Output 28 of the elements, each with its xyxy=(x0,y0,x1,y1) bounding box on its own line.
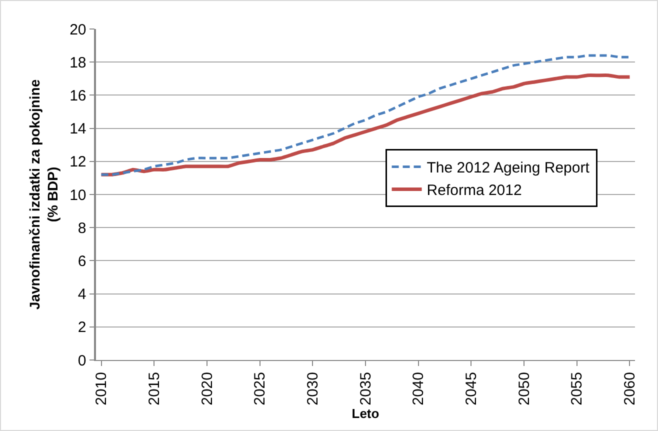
y-tick-label: 10 xyxy=(70,186,86,204)
y-tick-label: 12 xyxy=(70,154,86,171)
legend-label: Reforma 2012 xyxy=(426,182,522,200)
y-tick-label: 8 xyxy=(78,220,86,237)
y-tick-label: 18 xyxy=(70,54,86,72)
legend-label: The 2012 Ageing Report xyxy=(426,160,590,177)
x-tick-label: 2045 xyxy=(463,372,480,406)
line-series xyxy=(100,74,632,176)
x-tick-label: 2025 xyxy=(252,372,269,406)
x-tick-label: 2055 xyxy=(568,372,586,406)
x-tick-label: 2020 xyxy=(198,372,216,406)
x-tick-label: 2015 xyxy=(146,372,164,406)
y-tick-label: 4 xyxy=(78,286,86,304)
line-series xyxy=(100,54,631,176)
x-tick-label: 2035 xyxy=(357,372,374,406)
x-tick-label: 2060 xyxy=(622,372,639,406)
x-tick-label: 2030 xyxy=(304,372,322,406)
y-tick-label: 6 xyxy=(78,252,86,270)
x-tick-label: 2040 xyxy=(410,372,428,406)
y-axis-title: Javnofinančni izdatki za pokojnine (% BDP) xyxy=(26,79,61,310)
y-tick-label: 14 xyxy=(70,120,86,138)
x-tick-label: 2010 xyxy=(93,372,110,406)
x-tick-label: 2050 xyxy=(516,372,533,406)
y-tick-label: 20 xyxy=(70,21,86,38)
y-tick-label: 2 xyxy=(78,319,86,336)
y-tick-label: 0 xyxy=(78,352,86,370)
y-tick-label: 16 xyxy=(70,87,86,104)
x-axis-title: Leto xyxy=(352,406,380,421)
